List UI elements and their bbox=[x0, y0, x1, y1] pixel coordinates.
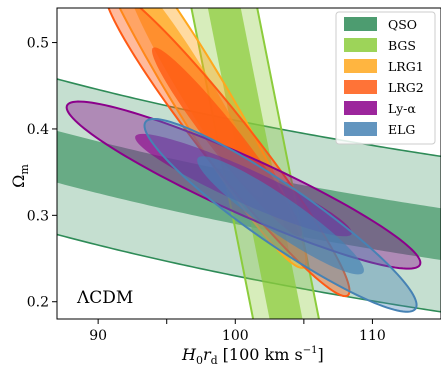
y-label-sub: m bbox=[18, 164, 31, 175]
x-label-sub0: 0 bbox=[196, 354, 203, 367]
y-axis-label: Ωm bbox=[9, 164, 31, 188]
x-tick-label-110: 110 bbox=[359, 328, 386, 344]
legend-label-lrg2: LRG2 bbox=[388, 80, 424, 95]
legend-swatch-elg bbox=[344, 122, 377, 136]
legend-label-ly: Ly-α bbox=[388, 101, 416, 116]
x-label-h: H bbox=[181, 345, 197, 364]
x-axis-ticks: 90 100 110 bbox=[89, 319, 386, 344]
y-tick-label-0.4: 0.4 bbox=[27, 122, 49, 138]
x-label-exp: −1 bbox=[303, 345, 318, 356]
x-label-subd: d bbox=[211, 354, 218, 367]
plot-frame bbox=[56, 7, 441, 320]
x-tick-label-90: 90 bbox=[89, 328, 107, 344]
y-label-omega: Ω bbox=[9, 175, 28, 188]
legend-label-bgs: BGS bbox=[388, 38, 416, 53]
x-tick-label-100: 100 bbox=[222, 328, 249, 344]
legend-swatch-qso bbox=[344, 17, 377, 31]
x-label-r: r bbox=[203, 345, 212, 364]
legend-swatch-lrg2 bbox=[344, 80, 377, 94]
y-axis-ticks: 0.2 0.3 0.4 0.5 bbox=[27, 36, 57, 311]
x-label-close: ] bbox=[317, 345, 323, 364]
legend-label-lrg1: LRG1 bbox=[388, 59, 424, 74]
y-tick-label-0.3: 0.3 bbox=[27, 208, 49, 224]
x-label-units: [100 km s bbox=[223, 345, 303, 364]
y-tick-label-0.5: 0.5 bbox=[27, 36, 49, 52]
model-annotation: ΛCDM bbox=[76, 288, 133, 308]
legend-label-qso: QSO bbox=[388, 17, 417, 32]
legend-swatch-lrg1 bbox=[344, 59, 377, 73]
contours bbox=[57, 8, 441, 319]
legend-swatch-bgs bbox=[344, 38, 377, 52]
x-axis-label: H0rd [100 km s−1] bbox=[181, 345, 324, 367]
legend-label-elg: ELG bbox=[388, 122, 415, 137]
legend-swatch-ly bbox=[344, 101, 377, 115]
y-tick-label-0.2: 0.2 bbox=[27, 295, 49, 311]
legend: QSO BGS LRG1 LRG2 Ly-α ELG bbox=[335, 11, 436, 145]
elg-68-contour bbox=[197, 156, 364, 275]
